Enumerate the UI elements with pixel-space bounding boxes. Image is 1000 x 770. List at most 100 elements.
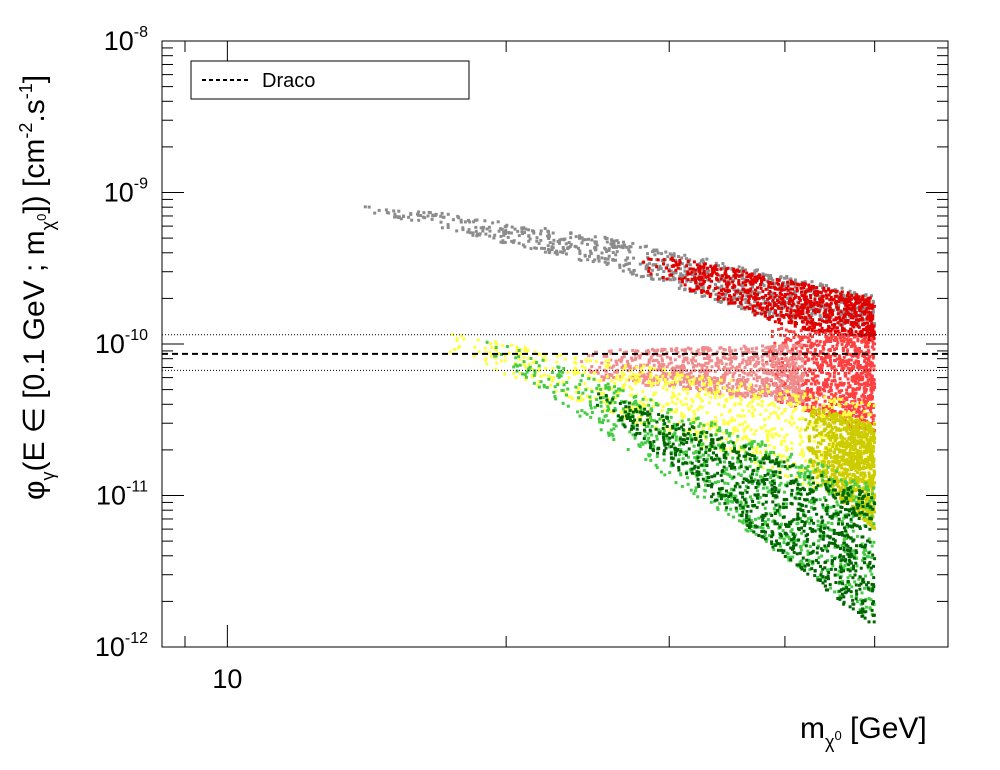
data-point	[845, 296, 849, 300]
data-point	[728, 277, 732, 281]
data-point	[828, 358, 832, 362]
data-point	[801, 286, 804, 290]
data-point	[829, 385, 833, 389]
data-point	[830, 379, 834, 383]
data-point	[717, 280, 721, 283]
data-point	[822, 403, 826, 407]
data-point	[797, 296, 801, 300]
data-point	[854, 391, 858, 395]
data-point	[860, 431, 864, 434]
data-point	[702, 364, 706, 367]
data-point	[786, 361, 790, 365]
data-point	[780, 412, 784, 416]
data-point	[857, 463, 861, 466]
data-point	[715, 424, 719, 428]
data-point	[753, 395, 757, 399]
data-point	[769, 402, 773, 406]
data-point	[577, 257, 581, 261]
data-point	[864, 387, 868, 391]
data-point	[761, 362, 765, 366]
data-point	[610, 243, 614, 246]
data-point	[760, 404, 764, 408]
data-point	[633, 366, 637, 370]
data-point	[859, 311, 863, 315]
data-point	[618, 263, 622, 267]
data-point	[849, 363, 853, 366]
data-point	[762, 295, 766, 299]
data-point	[422, 211, 426, 215]
data-point	[804, 306, 808, 310]
data-point	[744, 301, 748, 305]
data-point	[738, 368, 742, 372]
data-point	[755, 305, 759, 309]
data-point	[751, 290, 755, 294]
data-point	[858, 375, 862, 379]
data-point	[615, 245, 618, 249]
data-point	[812, 396, 816, 400]
data-point	[700, 366, 704, 370]
data-point	[781, 454, 785, 458]
data-point	[812, 361, 816, 365]
data-point	[797, 313, 801, 317]
data-point	[778, 345, 782, 349]
data-point	[716, 273, 720, 277]
data-point	[848, 442, 852, 446]
data-point	[716, 297, 720, 301]
data-point	[641, 402, 645, 406]
data-point	[652, 263, 656, 267]
data-point	[733, 301, 737, 305]
data-point	[724, 447, 728, 451]
data-point	[700, 283, 704, 287]
data-point	[714, 292, 718, 296]
data-point	[826, 329, 830, 333]
data-point	[841, 322, 845, 326]
data-point	[446, 212, 450, 216]
data-point	[609, 349, 613, 353]
data-point	[535, 239, 539, 243]
data-point	[780, 349, 784, 353]
data-point	[617, 244, 620, 248]
data-point	[836, 484, 840, 488]
data-point	[748, 362, 752, 366]
data-point	[819, 295, 823, 299]
data-point	[761, 358, 765, 362]
data-point	[845, 309, 849, 313]
data-point	[796, 282, 799, 286]
data-point	[843, 427, 846, 431]
data-point	[793, 377, 796, 381]
data-point	[855, 488, 858, 491]
data-point	[737, 282, 741, 286]
data-point	[694, 291, 697, 295]
data-point	[798, 443, 802, 446]
data-point	[612, 239, 616, 243]
data-point	[709, 388, 713, 392]
data-point	[757, 464, 761, 467]
data-point	[773, 344, 777, 348]
data-point	[738, 449, 742, 453]
data-point	[695, 287, 699, 291]
data-point	[844, 316, 847, 320]
data-point	[816, 389, 820, 393]
data-point	[619, 358, 623, 362]
data-point	[791, 393, 795, 397]
data-point	[777, 359, 781, 363]
data-point	[499, 234, 503, 238]
data-point	[703, 279, 706, 283]
data-point	[660, 349, 664, 353]
data-point	[706, 278, 710, 282]
data-point	[547, 251, 551, 255]
data-point	[872, 354, 875, 358]
data-point	[772, 410, 776, 414]
data-point	[808, 332, 812, 336]
data-point	[836, 384, 839, 387]
data-point	[668, 252, 672, 256]
data-point	[857, 455, 861, 459]
data-point	[787, 302, 791, 306]
data-point	[743, 281, 747, 285]
data-point	[845, 297, 848, 301]
data-point	[703, 432, 707, 435]
data-point	[722, 419, 726, 423]
data-point	[712, 266, 716, 270]
data-point	[769, 412, 773, 416]
data-point	[865, 399, 869, 403]
